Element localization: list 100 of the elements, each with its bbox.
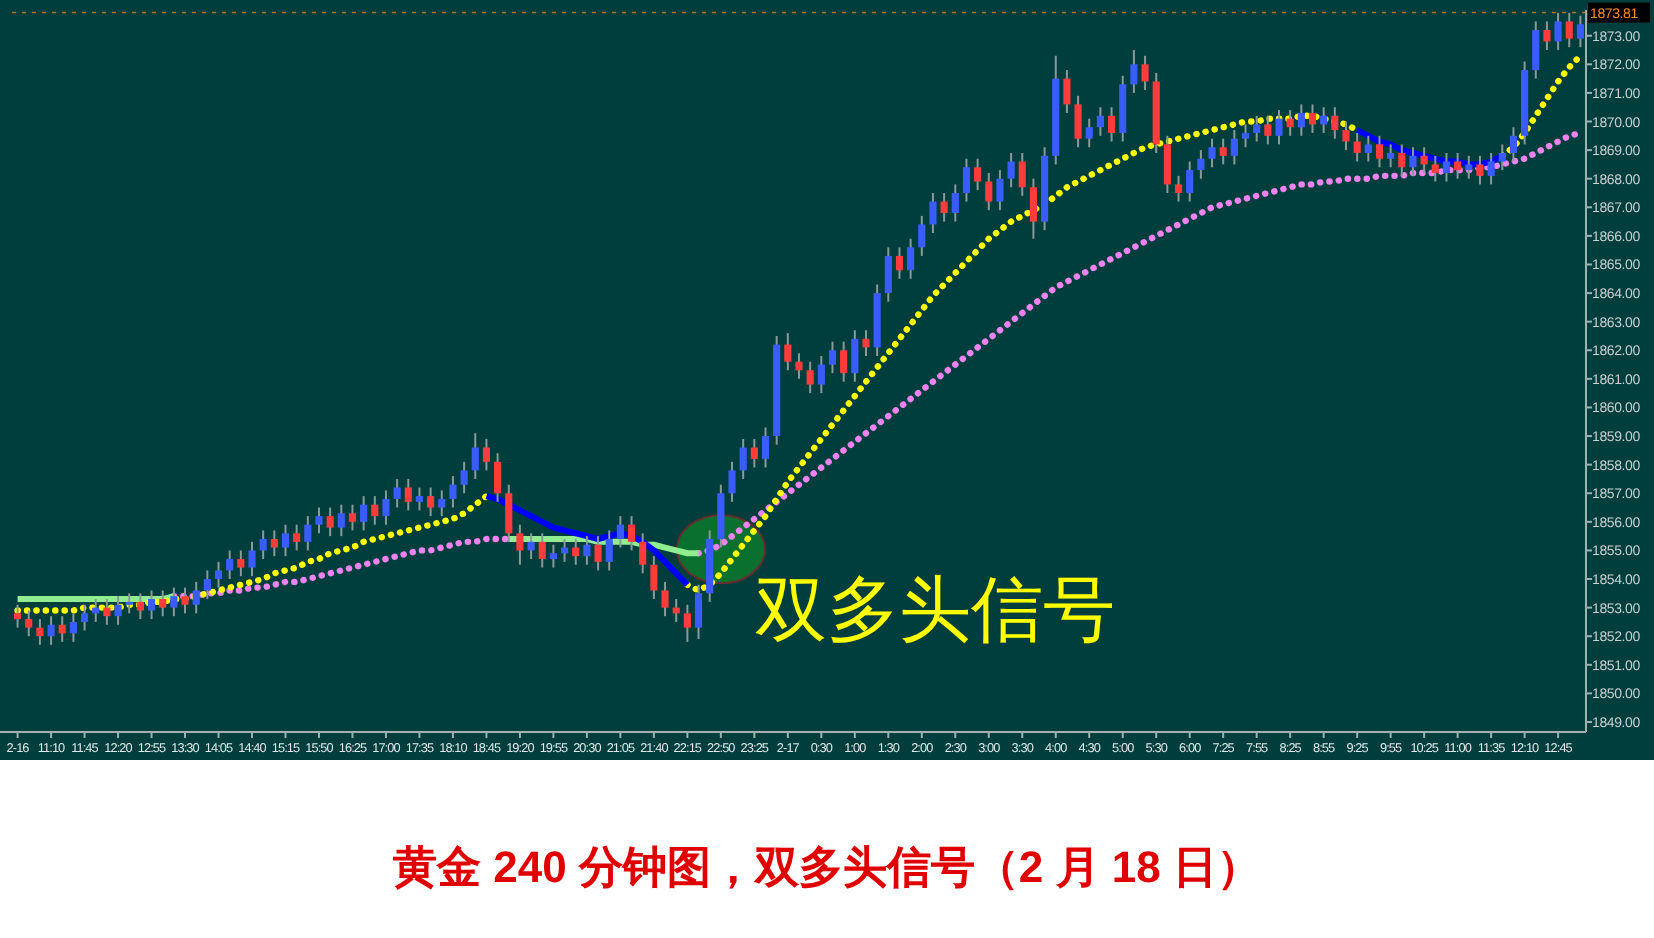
annotation: 双多头信号 xyxy=(755,567,1116,650)
candlestick xyxy=(1007,151,1015,189)
candlestick xyxy=(69,612,77,643)
candlestick xyxy=(36,618,44,646)
candlestick xyxy=(1387,143,1395,169)
candlestick xyxy=(1487,151,1495,186)
candlestick xyxy=(1342,120,1350,152)
candlestick xyxy=(304,515,312,552)
candlestick xyxy=(1063,69,1071,114)
candlestick xyxy=(159,589,167,618)
candlestick xyxy=(147,589,156,621)
text: 黄金 240 分钟图，双多头信号（2 月 18 日） xyxy=(391,842,1261,892)
candlestick xyxy=(438,489,446,518)
candlestick xyxy=(895,246,904,280)
candlestick xyxy=(103,598,111,626)
candlestick xyxy=(1442,151,1451,183)
candlestick xyxy=(1253,114,1261,143)
candlestick xyxy=(929,192,937,235)
candlestick xyxy=(1409,146,1417,177)
candlestick xyxy=(505,483,513,543)
candlestick xyxy=(136,592,144,621)
candlestick xyxy=(583,535,591,566)
candlestick xyxy=(572,537,580,566)
candlestick xyxy=(1431,154,1439,183)
candlestick xyxy=(1174,174,1183,203)
candlestick xyxy=(449,475,457,509)
candlestick xyxy=(817,354,825,395)
candlestick xyxy=(538,532,546,569)
candlestick xyxy=(203,569,211,601)
candlestick xyxy=(371,495,379,526)
candlestick xyxy=(862,329,870,357)
candlestick xyxy=(170,586,178,618)
candlestick xyxy=(605,529,613,572)
candlestick xyxy=(1208,137,1216,169)
candlestick xyxy=(1554,11,1562,52)
candlestick xyxy=(1308,103,1317,134)
candlestick xyxy=(393,477,401,509)
candlestick xyxy=(549,543,557,569)
candlestick xyxy=(996,169,1004,212)
candlestick xyxy=(1230,129,1238,166)
candlestick xyxy=(683,603,691,643)
candlestick xyxy=(460,460,468,495)
candlestick xyxy=(214,560,223,589)
candlestick xyxy=(1465,154,1473,180)
candlestick xyxy=(717,483,725,549)
candlestick xyxy=(192,580,200,615)
candlestick xyxy=(1130,49,1138,94)
candlestick xyxy=(348,503,357,532)
candlestick xyxy=(639,532,647,575)
candlestick xyxy=(404,477,412,512)
candlestick xyxy=(1364,134,1372,163)
candlestick xyxy=(58,615,66,643)
candlestick xyxy=(1096,106,1104,137)
candlestick xyxy=(527,532,535,561)
candlestick xyxy=(125,592,133,615)
candlestick xyxy=(360,495,368,532)
candlestick xyxy=(1275,109,1283,146)
candlestick xyxy=(259,529,267,561)
candlestick xyxy=(1331,106,1339,140)
candlestick xyxy=(337,503,345,538)
candlestick xyxy=(940,192,948,223)
candlestick xyxy=(750,437,758,469)
candlestick xyxy=(14,603,22,629)
candlestick xyxy=(226,549,234,581)
candlestick xyxy=(1353,131,1361,163)
candlestick xyxy=(1565,11,1573,49)
candlestick xyxy=(114,595,122,626)
candlestick xyxy=(650,555,658,601)
candlestick xyxy=(181,586,189,615)
candlestick xyxy=(25,609,33,638)
candlestick xyxy=(1532,20,1540,80)
candlestick xyxy=(1018,151,1026,197)
candlestick xyxy=(739,437,747,480)
candlestick xyxy=(974,157,982,192)
candlestick xyxy=(918,214,926,257)
candlestick xyxy=(248,540,256,578)
candlestick xyxy=(795,352,803,380)
candlestick xyxy=(482,437,490,472)
candlestick xyxy=(1375,134,1384,169)
candlestick xyxy=(1074,94,1082,149)
candlestick xyxy=(661,580,669,618)
candlestick xyxy=(1219,137,1227,166)
candlestick xyxy=(1297,103,1305,137)
candlestick xyxy=(907,237,915,280)
candlestick xyxy=(1286,109,1294,137)
candlestick xyxy=(270,529,278,558)
candlestick xyxy=(315,506,323,535)
candlestick xyxy=(1420,146,1428,174)
candlestick xyxy=(471,432,479,480)
candlestick xyxy=(415,486,424,512)
candlestick xyxy=(293,523,301,552)
candlestick xyxy=(851,329,859,383)
candlestick xyxy=(427,486,435,518)
candlestick xyxy=(47,615,55,646)
candlestick xyxy=(616,515,624,549)
candlestick xyxy=(1398,143,1406,177)
candlestick xyxy=(962,157,971,203)
candlestick xyxy=(828,340,837,375)
candlestick xyxy=(1186,160,1194,203)
candlestick xyxy=(326,506,334,538)
